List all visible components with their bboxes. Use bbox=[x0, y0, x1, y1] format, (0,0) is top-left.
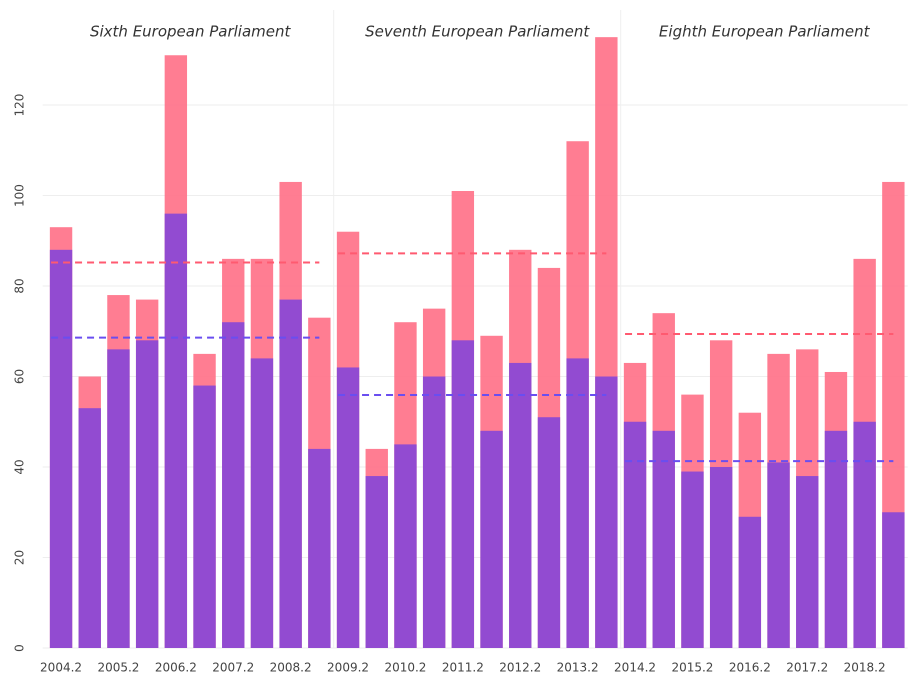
x-tick-label: 2012.2 bbox=[499, 661, 541, 675]
bar bbox=[279, 299, 302, 648]
bar bbox=[853, 421, 876, 648]
bar bbox=[509, 362, 532, 648]
x-tick-label: 2016.2 bbox=[729, 661, 771, 675]
x-tick-label: 2004.2 bbox=[40, 661, 82, 675]
bar bbox=[107, 349, 130, 648]
bar bbox=[250, 358, 274, 648]
x-tick-label: 2018.2 bbox=[844, 661, 886, 675]
x-tick-label: 2007.2 bbox=[212, 661, 254, 675]
bar bbox=[595, 376, 618, 648]
y-tick-label: 0 bbox=[13, 644, 27, 652]
y-tick-label: 100 bbox=[13, 184, 27, 207]
bar bbox=[451, 340, 475, 648]
x-tick-label: 2017.2 bbox=[786, 661, 828, 675]
bar bbox=[394, 444, 417, 648]
bar bbox=[78, 408, 101, 648]
bar bbox=[623, 421, 647, 648]
y-tick-label: 60 bbox=[13, 369, 27, 384]
bar bbox=[681, 471, 704, 648]
x-tick-label: 2009.2 bbox=[327, 661, 369, 675]
x-tick-label: 2015.2 bbox=[671, 661, 713, 675]
bar bbox=[824, 430, 848, 648]
bar bbox=[222, 322, 245, 648]
bar bbox=[308, 448, 331, 648]
bar bbox=[652, 430, 675, 648]
bar bbox=[49, 249, 73, 648]
bar bbox=[336, 367, 360, 648]
bar bbox=[365, 476, 388, 648]
bar bbox=[796, 476, 819, 648]
y-tick-label: 80 bbox=[13, 278, 27, 293]
x-tick-label: 2010.2 bbox=[384, 661, 426, 675]
x-tick-label: 2011.2 bbox=[442, 661, 484, 675]
bar bbox=[566, 358, 589, 648]
period-title: Seventh European Parliament bbox=[365, 23, 590, 41]
x-tick-label: 2013.2 bbox=[557, 661, 599, 675]
bar bbox=[882, 512, 905, 648]
x-tick-label: 2005.2 bbox=[97, 661, 139, 675]
y-tick-label: 40 bbox=[13, 459, 27, 474]
bar bbox=[480, 430, 503, 648]
bar bbox=[135, 340, 159, 648]
bar bbox=[537, 417, 561, 648]
y-tick-label: 120 bbox=[13, 94, 27, 117]
bar bbox=[422, 376, 446, 648]
bar bbox=[193, 385, 216, 648]
period-title: Sixth European Parliament bbox=[90, 23, 292, 41]
bar bbox=[738, 516, 762, 648]
bar bbox=[709, 467, 733, 648]
bar bbox=[767, 462, 790, 648]
y-tick-label: 20 bbox=[13, 550, 27, 565]
x-tick-label: 2014.2 bbox=[614, 661, 656, 675]
x-tick-label: 2008.2 bbox=[270, 661, 312, 675]
period-title: Eighth European Parliament bbox=[659, 23, 871, 41]
bar bbox=[164, 213, 188, 649]
x-tick-label: 2006.2 bbox=[155, 661, 197, 675]
